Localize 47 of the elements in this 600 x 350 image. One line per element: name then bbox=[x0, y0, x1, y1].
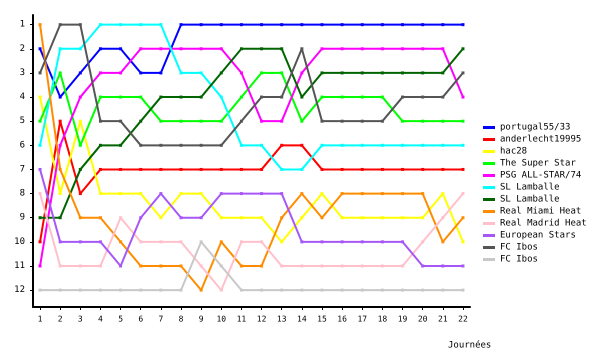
y-tick-label: 4 bbox=[20, 92, 25, 102]
x-tick-label: 10 bbox=[216, 314, 226, 324]
legend-label: anderlecht19995 bbox=[500, 134, 582, 144]
x-tick-label: 9 bbox=[198, 314, 204, 324]
legend-label: FC Ibos bbox=[500, 254, 538, 264]
y-tick-label: 1 bbox=[20, 20, 25, 30]
x-tick-label: 1 bbox=[38, 314, 43, 324]
legend-label: portugal55/33 bbox=[500, 122, 570, 132]
x-tick-label: 2 bbox=[58, 314, 63, 324]
x-tick-label: 5 bbox=[118, 314, 124, 324]
legend-label: European Stars bbox=[500, 230, 576, 240]
legend-label: hac28 bbox=[500, 146, 528, 156]
x-tick-label: 6 bbox=[138, 314, 144, 324]
legend-label: The Super Star bbox=[500, 158, 576, 168]
y-tick-label: 3 bbox=[20, 68, 25, 78]
y-tick-label: 7 bbox=[20, 164, 25, 174]
x-tick-label: 8 bbox=[178, 314, 184, 324]
legend-label: SL Lamballe bbox=[500, 182, 560, 192]
x-tick-label: 4 bbox=[98, 314, 104, 324]
y-tick-label: 8 bbox=[20, 188, 25, 199]
y-tick-label: 11 bbox=[14, 260, 25, 271]
x-axis-title: Journées bbox=[448, 340, 492, 350]
x-tick-label: 11 bbox=[236, 314, 246, 324]
x-tick-label: 20 bbox=[418, 314, 428, 324]
y-tick-label: 2 bbox=[20, 44, 25, 54]
legend-label: FC Ibos bbox=[500, 242, 538, 252]
legend-label: PSG ALL-STAR/74 bbox=[500, 170, 582, 180]
x-tick-label: 15 bbox=[317, 314, 327, 324]
x-tick-label: 16 bbox=[337, 314, 348, 324]
x-tick-label: 7 bbox=[158, 314, 164, 324]
x-tick-label: 12 bbox=[256, 314, 267, 324]
x-tick-label: 13 bbox=[276, 314, 287, 324]
x-tick-label: 19 bbox=[398, 314, 408, 324]
y-tick-label: 12 bbox=[14, 285, 25, 296]
y-tick-label: 10 bbox=[14, 236, 25, 247]
x-tick-label: 17 bbox=[357, 314, 368, 324]
x-tick-label: 21 bbox=[438, 314, 448, 324]
legend-label: SL Lamballe bbox=[500, 194, 560, 204]
y-tick-label: 9 bbox=[20, 212, 25, 223]
x-tick-label: 18 bbox=[378, 314, 388, 324]
x-tick-label: 14 bbox=[297, 314, 307, 324]
legend-label: Real Miami Heat bbox=[500, 206, 582, 216]
x-tick-label: 22 bbox=[458, 314, 468, 324]
y-tick-label: 6 bbox=[20, 140, 25, 150]
y-tick-label: 5 bbox=[20, 116, 25, 126]
legend-label: Real Madrid Heat bbox=[500, 218, 587, 228]
x-tick-label: 3 bbox=[78, 314, 83, 324]
